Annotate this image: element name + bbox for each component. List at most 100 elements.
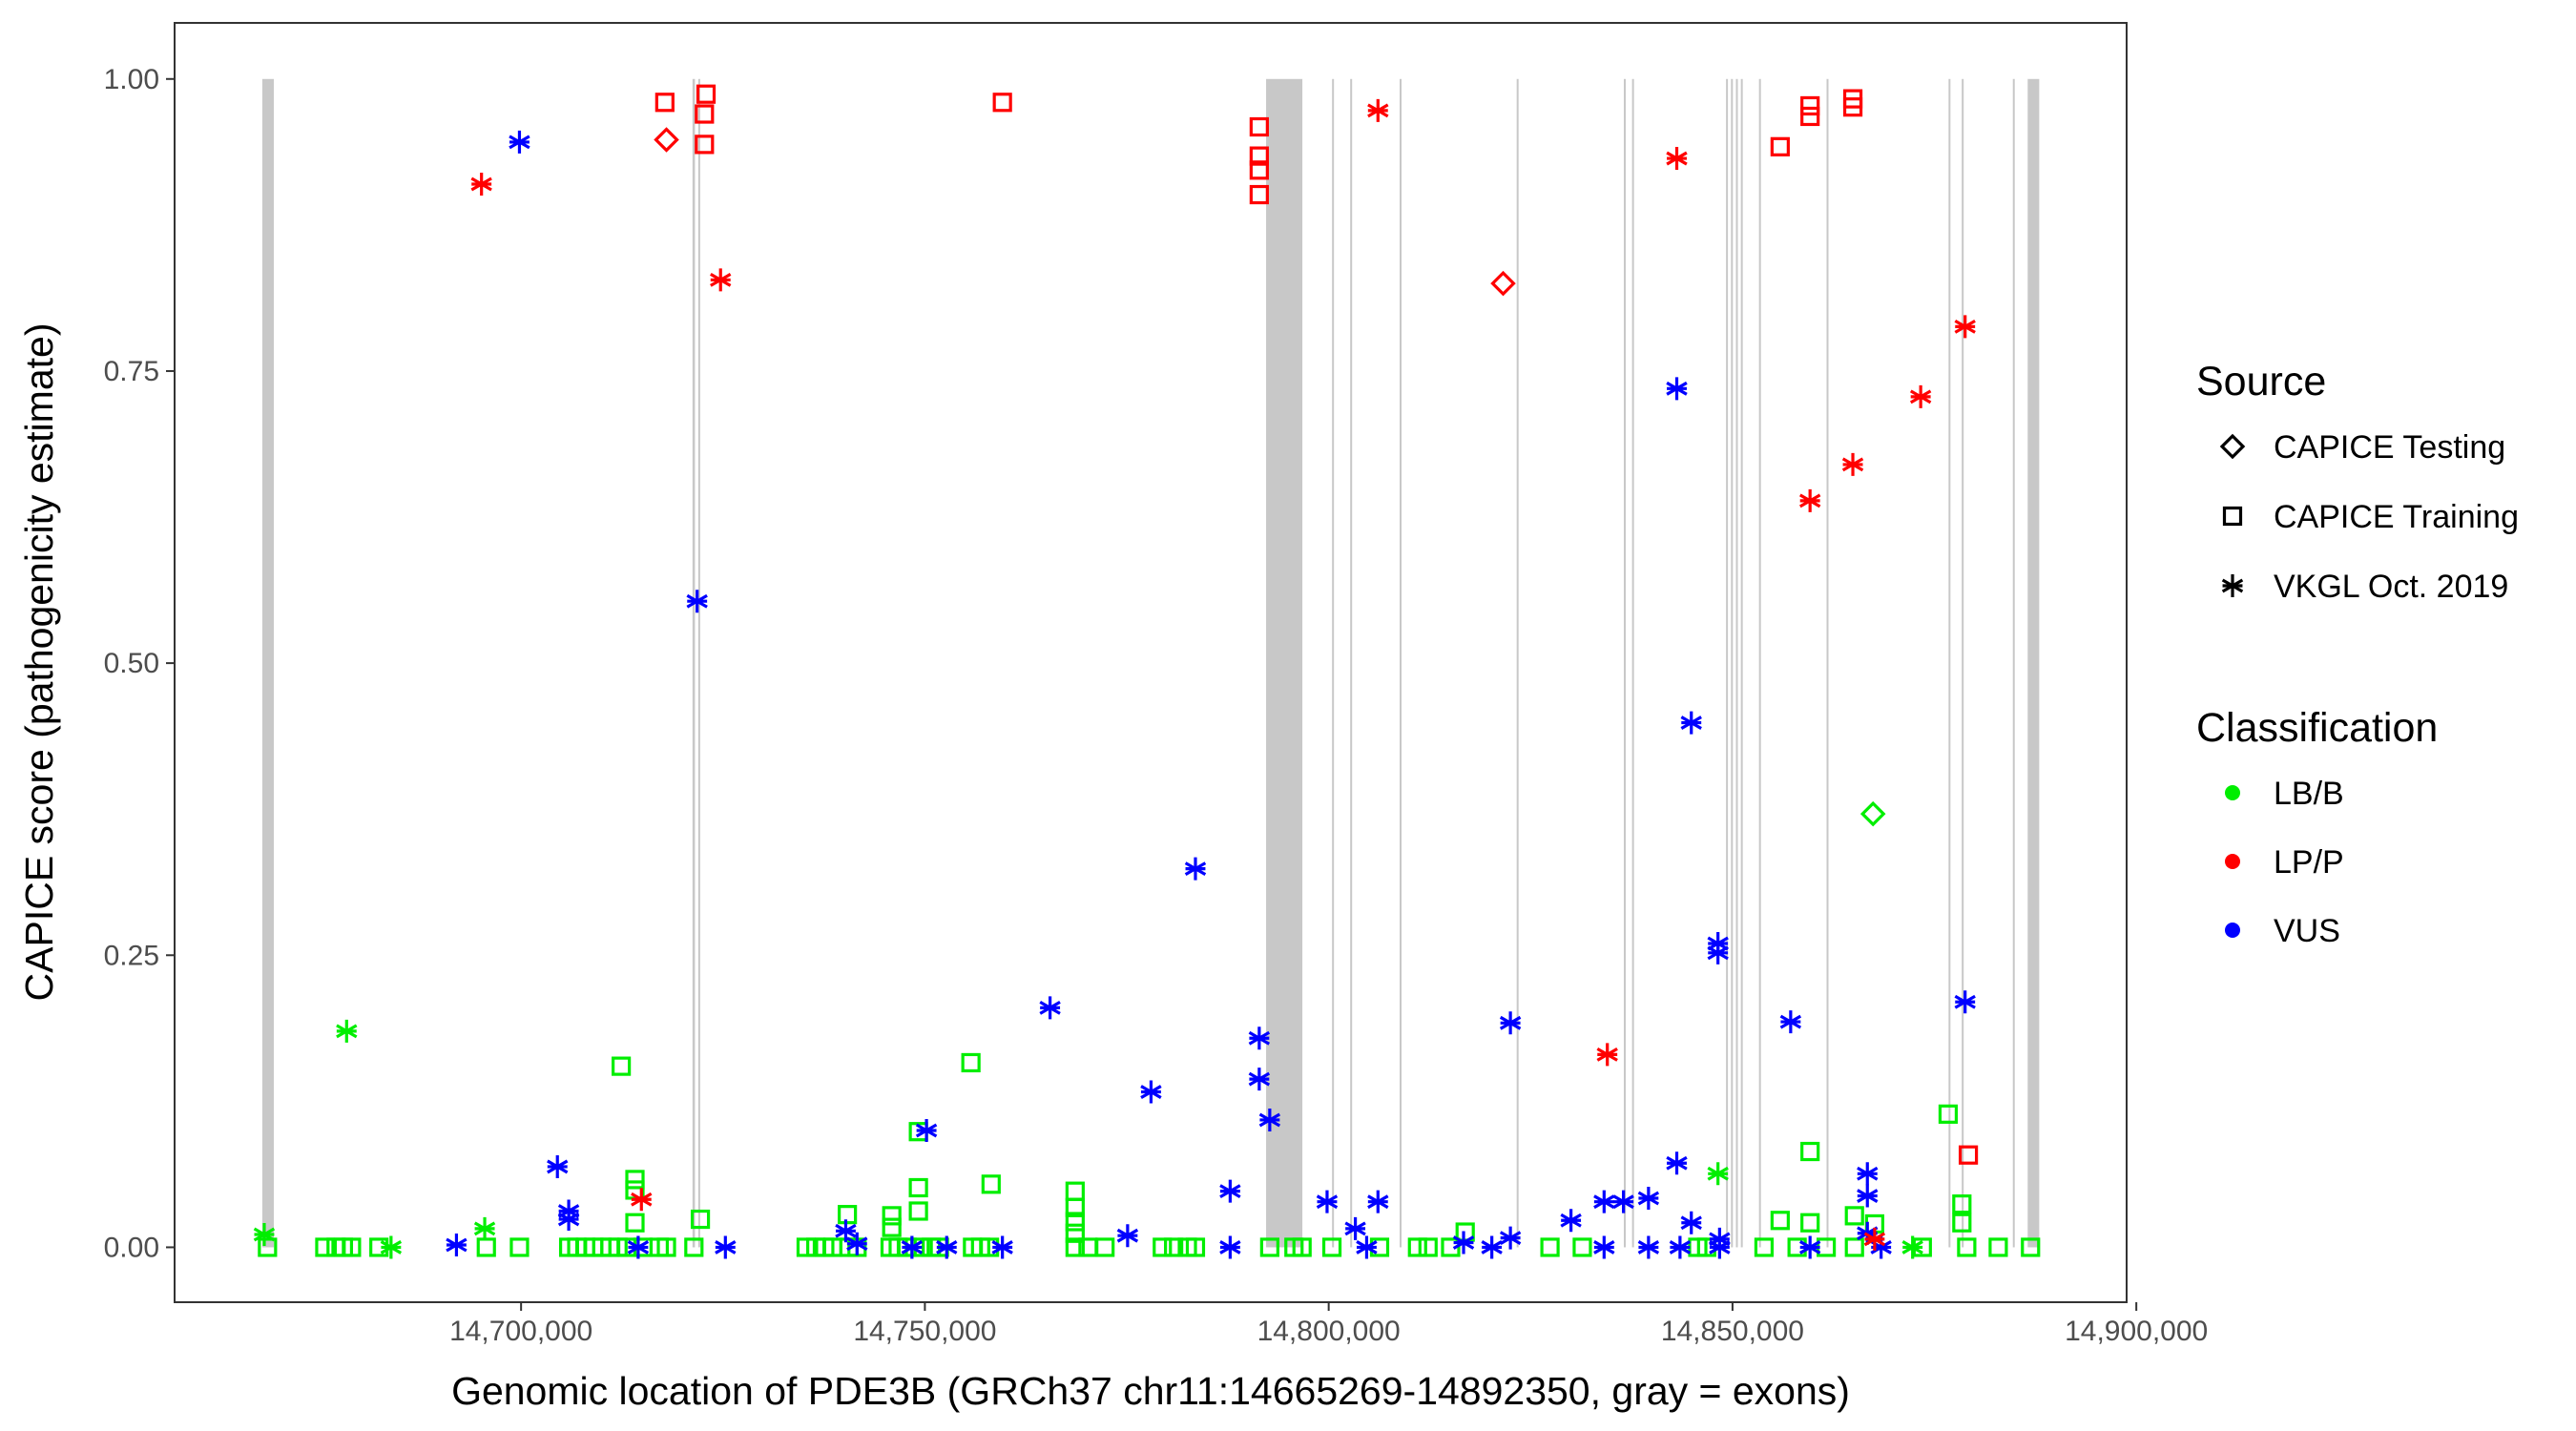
y-tick-label: 0.50 xyxy=(104,648,159,679)
legend-source-title: Source xyxy=(2196,359,2326,404)
y-axis-title: CAPICE score (pathogenicity estimate) xyxy=(17,323,61,1002)
exon-band xyxy=(1826,78,1829,1248)
data-point xyxy=(1863,1227,1886,1251)
data-point xyxy=(1407,1237,1427,1257)
exon-band xyxy=(1623,78,1626,1248)
data-point xyxy=(1596,1043,1618,1067)
exon-bands xyxy=(261,78,2040,1248)
data-point xyxy=(1817,1237,1837,1257)
data-point xyxy=(336,1019,358,1043)
exon-band xyxy=(692,78,696,1248)
data-point xyxy=(1770,136,1790,156)
data-point xyxy=(1798,1235,1821,1259)
data-point xyxy=(710,268,732,292)
data-point xyxy=(1666,1151,1688,1175)
data-point xyxy=(1065,1237,1085,1257)
data-point xyxy=(1344,1216,1366,1240)
exon-band xyxy=(1948,78,1951,1248)
data-point xyxy=(1116,1224,1139,1248)
data-point xyxy=(1367,1190,1389,1213)
data-point xyxy=(846,1232,868,1255)
data-point xyxy=(1452,1231,1475,1255)
x-tick-label: 14,850,000 xyxy=(1661,1316,1804,1347)
data-point xyxy=(1316,1190,1339,1213)
legend-square-icon xyxy=(2222,506,2243,527)
data-point xyxy=(253,1222,276,1246)
data-point xyxy=(1153,1237,1173,1257)
data-point xyxy=(342,1237,362,1257)
data-point xyxy=(654,127,679,153)
data-point xyxy=(1184,857,1207,881)
legend-source-label: CAPICE Training xyxy=(2274,499,2519,535)
data-point xyxy=(1800,95,1820,116)
data-point xyxy=(695,104,715,124)
data-point xyxy=(1481,1235,1503,1259)
data-point xyxy=(936,1235,958,1259)
data-point xyxy=(1800,1141,1820,1162)
data-point xyxy=(1321,1237,1342,1257)
exon-band xyxy=(1731,78,1734,1248)
data-point xyxy=(690,1209,711,1230)
legend-class-label: LP/P xyxy=(2274,844,2344,881)
data-point xyxy=(882,1206,902,1226)
data-points xyxy=(253,84,2041,1259)
data-point xyxy=(686,590,708,613)
data-point xyxy=(654,93,675,113)
data-point xyxy=(1637,1235,1660,1259)
data-point xyxy=(1754,1237,1775,1257)
data-point xyxy=(992,93,1012,113)
data-point xyxy=(1356,1235,1378,1259)
y-tick-label: 0.25 xyxy=(104,940,159,971)
data-point xyxy=(1219,1179,1241,1203)
data-point xyxy=(696,84,717,104)
data-point xyxy=(1095,1237,1115,1257)
data-point xyxy=(1988,1237,2008,1257)
legend-class-label: LB/B xyxy=(2274,776,2344,812)
data-point xyxy=(915,1118,938,1142)
data-point xyxy=(1842,97,1863,117)
data-point xyxy=(1249,184,1269,205)
exon-band xyxy=(1516,78,1519,1248)
data-point xyxy=(838,1205,858,1225)
data-point xyxy=(908,1201,928,1221)
exon-band xyxy=(1726,78,1729,1248)
data-point xyxy=(1669,1235,1692,1259)
data-point xyxy=(1593,1235,1615,1259)
exon-band xyxy=(1332,78,1335,1248)
data-point xyxy=(695,135,715,155)
data-point xyxy=(1441,1237,1461,1257)
data-point xyxy=(1367,98,1389,122)
data-point xyxy=(1800,106,1820,127)
data-point xyxy=(1666,377,1688,401)
data-point xyxy=(315,1237,335,1257)
data-point xyxy=(1140,1080,1162,1104)
data-point xyxy=(1859,800,1886,827)
exon-band xyxy=(1735,78,1738,1248)
data-point xyxy=(1857,1184,1879,1208)
data-point xyxy=(1418,1237,1438,1257)
data-point xyxy=(1798,488,1821,512)
data-point xyxy=(1572,1237,1592,1257)
data-point xyxy=(901,1235,924,1259)
data-point xyxy=(1958,1145,1979,1165)
exon-band xyxy=(1400,78,1402,1248)
data-point xyxy=(470,173,492,197)
data-point xyxy=(625,1170,645,1190)
data-point xyxy=(1666,147,1688,171)
legend-asterisk-icon xyxy=(2221,574,2244,597)
x-axis: 14,700,000 14,750,000 14,800,000 14,850,000… xyxy=(449,1302,2208,1347)
data-point xyxy=(796,1237,817,1257)
data-point xyxy=(1065,1212,1085,1232)
data-point xyxy=(991,1235,1013,1259)
data-point xyxy=(656,1237,676,1257)
data-point xyxy=(380,1235,403,1259)
data-point xyxy=(1219,1235,1241,1259)
x-tick-label: 14,900,000 xyxy=(2065,1316,2208,1347)
data-point xyxy=(1258,1108,1281,1131)
x-axis-title: Genomic location of PDE3B (GRCh37 chr11:… xyxy=(451,1369,1850,1413)
data-point xyxy=(1870,1235,1892,1259)
data-point xyxy=(1857,1162,1879,1186)
data-point xyxy=(1490,270,1516,297)
data-point xyxy=(1593,1190,1615,1213)
